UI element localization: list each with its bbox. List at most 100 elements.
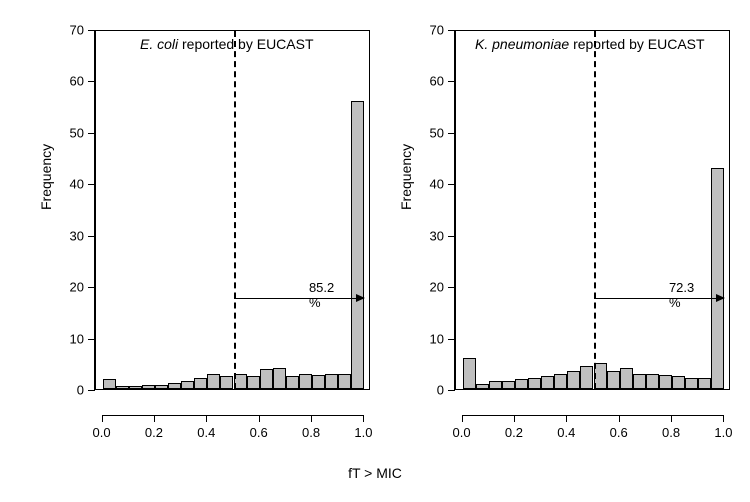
x-axis [462,415,724,416]
histogram-bar [142,385,155,389]
x-tick-label: 0.8 [302,425,320,440]
x-axis [102,415,364,416]
histogram-bar [541,376,554,389]
title-italic: E. coli [140,36,178,52]
histogram-bar [155,385,168,389]
panel-left: Frequency 85.2 % E. coli reported by EUC… [40,20,380,450]
histogram-bar [580,366,593,389]
histogram-bar [672,376,685,389]
histogram-bar [463,358,476,389]
panel-title-left: E. coli reported by EUCAST [140,36,314,52]
y-tick-label: 30 [40,228,84,243]
y-tick-label: 50 [40,125,84,140]
y-tick [448,390,455,391]
histogram-bar [181,381,194,389]
histogram-bar [515,379,528,389]
x-axis-label: fT > MIC [0,465,750,481]
y-tick-label: 70 [40,23,84,38]
threshold-line [594,31,596,389]
x-tick-label: 0.0 [453,425,471,440]
x-tick [514,415,515,422]
y-tick [448,81,455,82]
y-tick-label: 30 [400,228,444,243]
histogram-bar [489,381,502,389]
x-tick-label: 0.4 [197,425,215,440]
x-tick-label: 0.8 [662,425,680,440]
histogram-bar [116,386,129,389]
y-tick [88,81,95,82]
title-rest: reported by EUCAST [178,36,313,52]
x-tick-label: 1.0 [714,425,732,440]
y-tick [88,339,95,340]
y-tick [88,236,95,237]
y-tick [448,184,455,185]
x-tick [723,415,724,422]
y-tick [88,390,95,391]
y-tick [88,287,95,288]
x-tick [206,415,207,422]
title-italic: K. pneumoniae [475,36,569,52]
y-tick-label: 40 [400,177,444,192]
x-tick-label: 0.2 [505,425,523,440]
histogram-bar [528,378,541,389]
histogram-bar [659,375,672,389]
y-tick-label: 10 [400,331,444,346]
x-tick-label: 0.0 [93,425,111,440]
histogram-bar [685,378,698,389]
title-rest: reported by EUCAST [569,36,704,52]
y-tick-label: 60 [400,74,444,89]
y-tick-label: 10 [40,331,84,346]
x-tick [566,415,567,422]
x-tick [462,415,463,422]
y-tick [448,236,455,237]
y-tick [88,133,95,134]
histogram-bar [168,383,181,389]
histogram-bar [646,374,659,389]
histogram-bar [129,386,142,389]
histogram-bar [194,378,207,389]
histogram-bar [633,374,646,389]
x-tick [311,415,312,422]
x-tick [154,415,155,422]
histogram-bar [220,376,233,389]
x-tick-label: 1.0 [354,425,372,440]
x-tick [259,415,260,422]
histogram-bar [338,374,351,389]
y-tick [88,30,95,31]
histogram-bar [260,369,273,389]
histogram-bar [207,374,220,389]
histogram-bar [554,374,567,389]
x-tick-label: 0.6 [250,425,268,440]
histogram-bar [103,379,116,389]
histogram-bar [351,101,364,389]
y-tick-label: 60 [40,74,84,89]
histogram-bar [312,375,325,389]
x-tick [671,415,672,422]
figure: Frequency 85.2 % E. coli reported by EUC… [0,0,750,502]
y-tick-label: 0 [40,383,84,398]
y-tick [448,287,455,288]
histogram-bar [286,376,299,389]
x-tick [363,415,364,422]
histogram-bar [325,374,338,389]
histogram-bar [299,374,312,389]
x-tick-label: 0.4 [557,425,575,440]
y-tick-label: 0 [400,383,444,398]
histogram-bar [607,371,620,389]
plot-area-right: 72.3 % [455,30,730,390]
histogram-bar [476,384,489,389]
y-tick [448,30,455,31]
y-tick-label: 40 [40,177,84,192]
annotation-label: 85.2 % [309,280,349,310]
y-tick [88,184,95,185]
threshold-line [234,31,236,389]
x-tick [102,415,103,422]
y-tick-label: 50 [400,125,444,140]
histogram-bar [247,376,260,389]
histogram-bar [273,368,286,389]
y-tick [448,133,455,134]
histogram-bar [620,368,633,389]
y-tick-label: 70 [400,23,444,38]
plot-area-left: 85.2 % [95,30,370,390]
histogram-bar [698,378,711,389]
